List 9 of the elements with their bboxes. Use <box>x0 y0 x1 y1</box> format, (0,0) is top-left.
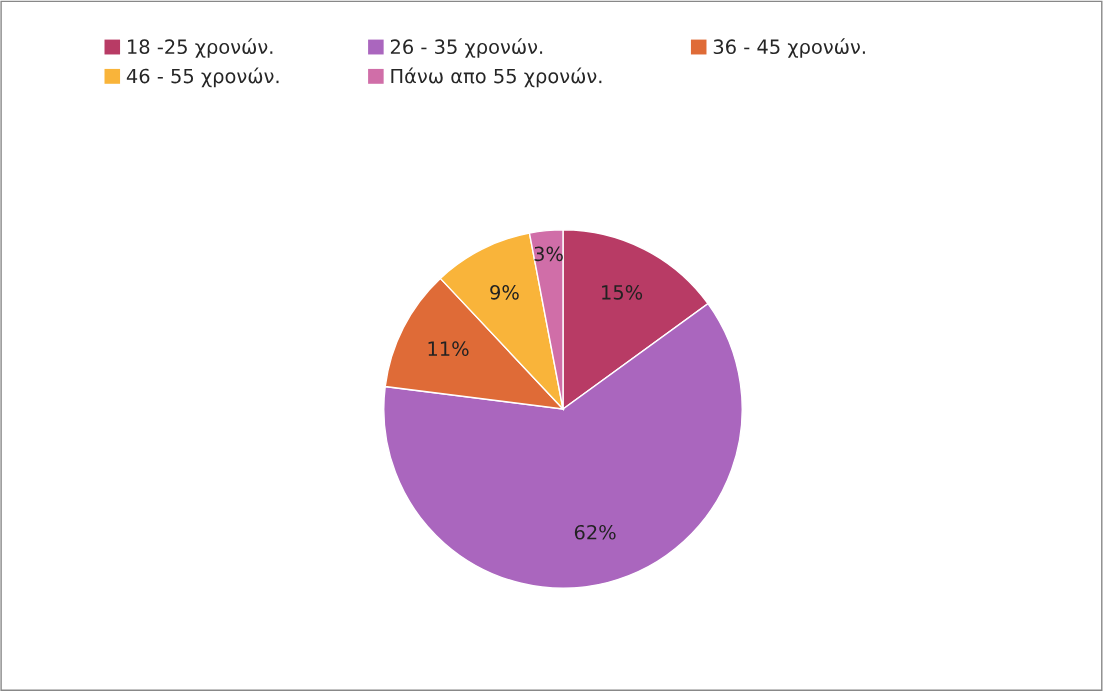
legend-label: 26 - 35 χρονών. <box>390 38 543 58</box>
legend-label: 46 - 55 χρονών. <box>126 67 279 88</box>
data-label: 11% <box>428 341 469 357</box>
data-label: 62% <box>574 524 616 540</box>
legend-label: Πάνω απο 55 χρονών. <box>391 67 602 88</box>
legend-label: 18 -25 χρονών. <box>128 38 273 58</box>
data-label: 9% <box>490 284 519 300</box>
data-label: 15% <box>602 284 643 300</box>
legend-label: 36 - 45 χρονών. <box>713 38 865 58</box>
